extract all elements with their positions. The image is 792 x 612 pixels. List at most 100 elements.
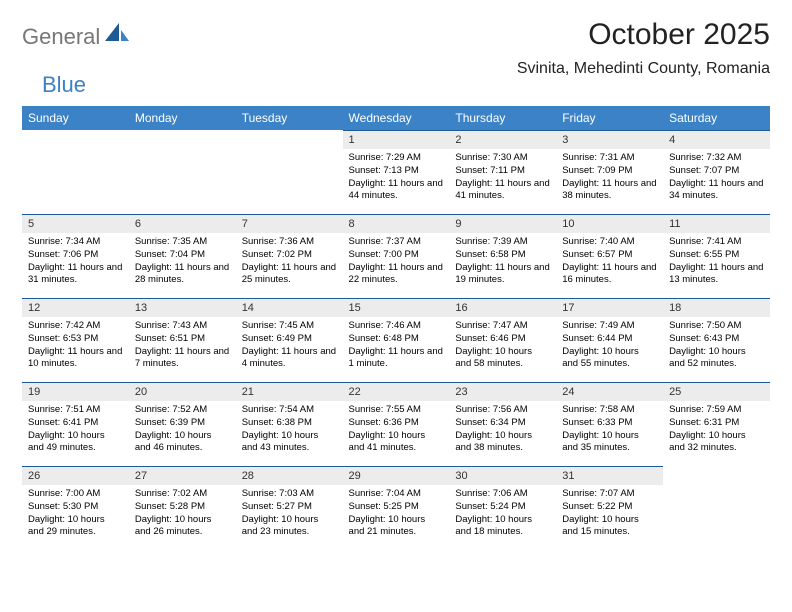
day-number: 21 bbox=[236, 382, 343, 401]
sunset: Sunset: 6:57 PM bbox=[562, 249, 657, 262]
sunset: Sunset: 6:44 PM bbox=[562, 333, 657, 346]
sunrise: Sunrise: 7:07 AM bbox=[562, 488, 657, 501]
calendar-cell bbox=[236, 130, 343, 214]
calendar-cell: 23Sunrise: 7:56 AMSunset: 6:34 PMDayligh… bbox=[449, 382, 556, 466]
calendar-cell: 4Sunrise: 7:32 AMSunset: 7:07 PMDaylight… bbox=[663, 130, 770, 214]
sunset: Sunset: 5:24 PM bbox=[455, 501, 550, 514]
sunset: Sunset: 7:06 PM bbox=[28, 249, 123, 262]
day-number: 10 bbox=[556, 214, 663, 233]
sunset: Sunset: 6:48 PM bbox=[349, 333, 444, 346]
sunrise: Sunrise: 7:03 AM bbox=[242, 488, 337, 501]
sunset: Sunset: 6:33 PM bbox=[562, 417, 657, 430]
sunset: Sunset: 6:58 PM bbox=[455, 249, 550, 262]
daylight: Daylight: 10 hours and 23 minutes. bbox=[242, 514, 337, 540]
day-details: Sunrise: 7:51 AMSunset: 6:41 PMDaylight:… bbox=[22, 401, 129, 458]
day-details bbox=[22, 149, 129, 155]
calendar-cell: 1Sunrise: 7:29 AMSunset: 7:13 PMDaylight… bbox=[343, 130, 450, 214]
daylight: Daylight: 11 hours and 22 minutes. bbox=[349, 262, 444, 288]
sunrise: Sunrise: 7:04 AM bbox=[349, 488, 444, 501]
calendar-cell: 13Sunrise: 7:43 AMSunset: 6:51 PMDayligh… bbox=[129, 298, 236, 382]
daylight: Daylight: 10 hours and 52 minutes. bbox=[669, 346, 764, 372]
sunrise: Sunrise: 7:50 AM bbox=[669, 320, 764, 333]
sunset: Sunset: 7:02 PM bbox=[242, 249, 337, 262]
brand-blue: Blue bbox=[42, 72, 86, 98]
day-number: 27 bbox=[129, 466, 236, 485]
sunset: Sunset: 7:04 PM bbox=[135, 249, 230, 262]
day-details: Sunrise: 7:37 AMSunset: 7:00 PMDaylight:… bbox=[343, 233, 450, 290]
calendar-cell: 3Sunrise: 7:31 AMSunset: 7:09 PMDaylight… bbox=[556, 130, 663, 214]
day-number: 15 bbox=[343, 298, 450, 317]
day-number: 30 bbox=[449, 466, 556, 485]
calendar-week: 12Sunrise: 7:42 AMSunset: 6:53 PMDayligh… bbox=[22, 298, 770, 382]
day-number: 14 bbox=[236, 298, 343, 317]
day-details: Sunrise: 7:04 AMSunset: 5:25 PMDaylight:… bbox=[343, 485, 450, 542]
day-details: Sunrise: 7:34 AMSunset: 7:06 PMDaylight:… bbox=[22, 233, 129, 290]
day-number: 8 bbox=[343, 214, 450, 233]
day-details: Sunrise: 7:06 AMSunset: 5:24 PMDaylight:… bbox=[449, 485, 556, 542]
calendar-cell: 26Sunrise: 7:00 AMSunset: 5:30 PMDayligh… bbox=[22, 466, 129, 550]
daylight: Daylight: 11 hours and 13 minutes. bbox=[669, 262, 764, 288]
calendar-cell bbox=[663, 466, 770, 550]
calendar-cell: 16Sunrise: 7:47 AMSunset: 6:46 PMDayligh… bbox=[449, 298, 556, 382]
sunset: Sunset: 7:13 PM bbox=[349, 165, 444, 178]
day-details: Sunrise: 7:50 AMSunset: 6:43 PMDaylight:… bbox=[663, 317, 770, 374]
sunrise: Sunrise: 7:52 AM bbox=[135, 404, 230, 417]
day-number: 2 bbox=[449, 130, 556, 149]
day-number: 5 bbox=[22, 214, 129, 233]
calendar-cell: 24Sunrise: 7:58 AMSunset: 6:33 PMDayligh… bbox=[556, 382, 663, 466]
day-details: Sunrise: 7:07 AMSunset: 5:22 PMDaylight:… bbox=[556, 485, 663, 542]
sunset: Sunset: 5:28 PM bbox=[135, 501, 230, 514]
day-details: Sunrise: 7:41 AMSunset: 6:55 PMDaylight:… bbox=[663, 233, 770, 290]
day-number: 25 bbox=[663, 382, 770, 401]
sunset: Sunset: 6:41 PM bbox=[28, 417, 123, 430]
calendar-table: SundayMondayTuesdayWednesdayThursdayFrid… bbox=[22, 106, 770, 550]
sunset: Sunset: 6:51 PM bbox=[135, 333, 230, 346]
calendar-cell: 2Sunrise: 7:30 AMSunset: 7:11 PMDaylight… bbox=[449, 130, 556, 214]
day-details bbox=[236, 149, 343, 155]
calendar-cell: 15Sunrise: 7:46 AMSunset: 6:48 PMDayligh… bbox=[343, 298, 450, 382]
calendar-week: 26Sunrise: 7:00 AMSunset: 5:30 PMDayligh… bbox=[22, 466, 770, 550]
day-number: 29 bbox=[343, 466, 450, 485]
calendar-cell: 30Sunrise: 7:06 AMSunset: 5:24 PMDayligh… bbox=[449, 466, 556, 550]
calendar-cell: 12Sunrise: 7:42 AMSunset: 6:53 PMDayligh… bbox=[22, 298, 129, 382]
month-title: October 2025 bbox=[517, 18, 770, 52]
weekday-header: Tuesday bbox=[236, 106, 343, 130]
sunrise: Sunrise: 7:43 AM bbox=[135, 320, 230, 333]
sunset: Sunset: 6:34 PM bbox=[455, 417, 550, 430]
calendar-cell: 22Sunrise: 7:55 AMSunset: 6:36 PMDayligh… bbox=[343, 382, 450, 466]
day-details: Sunrise: 7:58 AMSunset: 6:33 PMDaylight:… bbox=[556, 401, 663, 458]
sunrise: Sunrise: 7:56 AM bbox=[455, 404, 550, 417]
day-number: 28 bbox=[236, 466, 343, 485]
calendar-cell: 11Sunrise: 7:41 AMSunset: 6:55 PMDayligh… bbox=[663, 214, 770, 298]
sunset: Sunset: 6:36 PM bbox=[349, 417, 444, 430]
calendar-cell: 7Sunrise: 7:36 AMSunset: 7:02 PMDaylight… bbox=[236, 214, 343, 298]
day-details: Sunrise: 7:46 AMSunset: 6:48 PMDaylight:… bbox=[343, 317, 450, 374]
sunrise: Sunrise: 7:58 AM bbox=[562, 404, 657, 417]
day-number: 22 bbox=[343, 382, 450, 401]
daylight: Daylight: 11 hours and 4 minutes. bbox=[242, 346, 337, 372]
day-details: Sunrise: 7:49 AMSunset: 6:44 PMDaylight:… bbox=[556, 317, 663, 374]
day-number: 17 bbox=[556, 298, 663, 317]
sunrise: Sunrise: 7:35 AM bbox=[135, 236, 230, 249]
sunrise: Sunrise: 7:30 AM bbox=[455, 152, 550, 165]
calendar-cell: 28Sunrise: 7:03 AMSunset: 5:27 PMDayligh… bbox=[236, 466, 343, 550]
daylight: Daylight: 11 hours and 16 minutes. bbox=[562, 262, 657, 288]
sunrise: Sunrise: 7:02 AM bbox=[135, 488, 230, 501]
daylight: Daylight: 11 hours and 25 minutes. bbox=[242, 262, 337, 288]
calendar-body: 1Sunrise: 7:29 AMSunset: 7:13 PMDaylight… bbox=[22, 130, 770, 550]
calendar-cell: 18Sunrise: 7:50 AMSunset: 6:43 PMDayligh… bbox=[663, 298, 770, 382]
sunset: Sunset: 6:49 PM bbox=[242, 333, 337, 346]
day-number: 4 bbox=[663, 130, 770, 149]
calendar-cell: 17Sunrise: 7:49 AMSunset: 6:44 PMDayligh… bbox=[556, 298, 663, 382]
weekday-header: Monday bbox=[129, 106, 236, 130]
sunset: Sunset: 6:38 PM bbox=[242, 417, 337, 430]
day-number: 13 bbox=[129, 298, 236, 317]
daylight: Daylight: 10 hours and 43 minutes. bbox=[242, 430, 337, 456]
sunrise: Sunrise: 7:32 AM bbox=[669, 152, 764, 165]
daylight: Daylight: 10 hours and 35 minutes. bbox=[562, 430, 657, 456]
day-details: Sunrise: 7:52 AMSunset: 6:39 PMDaylight:… bbox=[129, 401, 236, 458]
sunrise: Sunrise: 7:00 AM bbox=[28, 488, 123, 501]
daylight: Daylight: 10 hours and 55 minutes. bbox=[562, 346, 657, 372]
sunrise: Sunrise: 7:41 AM bbox=[669, 236, 764, 249]
weekday-row: SundayMondayTuesdayWednesdayThursdayFrid… bbox=[22, 106, 770, 130]
